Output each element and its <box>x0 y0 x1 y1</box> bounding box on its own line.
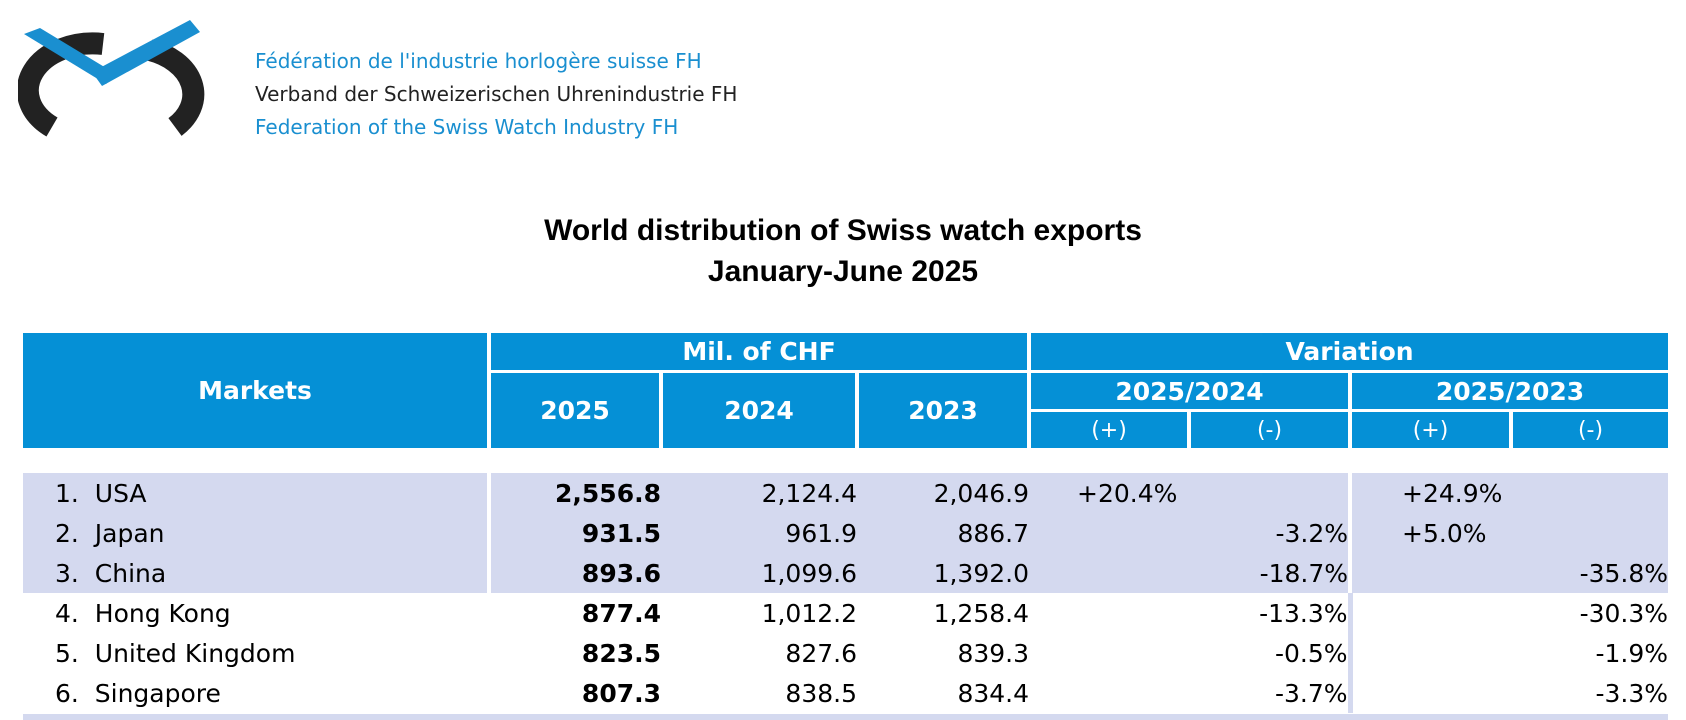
variation-2024-plus-cell <box>1029 633 1189 673</box>
variation-2024-minus-cell: -13.3% <box>1259 598 1348 628</box>
variation-2023-plus-cell <box>1347 633 1512 673</box>
sign-header-plus: (+) <box>1027 410 1190 451</box>
value-2023-cell: 839.3 <box>957 638 1030 668</box>
variation-2024-plus-cell <box>1029 553 1190 593</box>
table-row: 4. Hong Kong 877.4 1,012.2 1,258.4 -13.3… <box>23 593 1668 633</box>
value-2025-cell: 893.6 <box>487 553 661 593</box>
variation-header: Variation <box>1027 333 1669 373</box>
next-row-edge <box>23 714 1668 720</box>
value-2023-cell: 1,392.0 <box>857 553 1030 593</box>
value-2023-cell: 834.4 <box>957 678 1030 708</box>
variation-2024-plus-cell <box>1029 513 1190 553</box>
logo-long-hand <box>92 20 200 86</box>
organization-names: Fédération de l'industrie horlogère suis… <box>255 45 737 144</box>
market-cell: 3. China <box>23 553 489 593</box>
value-2025-cell: 823.5 <box>487 633 661 673</box>
value-2025-cell: 2,556.8 <box>487 473 661 513</box>
variation-2023-plus-cell <box>1348 553 1512 593</box>
variation-2025-2024-header: 2025/2024 <box>1027 371 1351 412</box>
sign-header-minus: (-) <box>1509 410 1669 451</box>
variation-2024-plus-cell <box>1029 593 1189 633</box>
variation-2023-plus-cell <box>1347 593 1512 633</box>
org-name-french: Fédération de l'industrie horlogère suis… <box>255 49 702 73</box>
year-header-2024: 2024 <box>659 371 857 451</box>
value-2025-cell: 807.3 <box>487 673 661 713</box>
market-rank: 4. <box>55 598 79 628</box>
variation-2023-plus-cell: +5.0% <box>1348 513 1512 553</box>
table-row: 2. Japan 931.5 961.9 886.7 -3.2% +5.0% <box>23 513 1669 553</box>
logo-left-arc <box>18 32 105 137</box>
value-2024-cell: 2,124.4 <box>661 473 857 513</box>
market-rank: 1. <box>55 478 79 508</box>
value-2024-cell: 961.9 <box>661 513 857 553</box>
sign-header-plus: (+) <box>1348 410 1512 451</box>
market-name: China <box>94 558 167 588</box>
value-2025-cell: 931.5 <box>487 513 661 553</box>
variation-2024-minus-cell: -18.7% <box>1189 553 1351 593</box>
markets-header: Markets <box>23 333 489 451</box>
variation-2024-plus-cell <box>1029 673 1189 713</box>
variation-2023-minus-cell: -30.3% <box>1579 598 1669 628</box>
market-rank: 3. <box>55 558 79 588</box>
logo-short-hand <box>24 28 116 84</box>
market-rank: 2. <box>55 518 79 548</box>
title-line-1: World distribution of Swiss watch export… <box>544 214 1142 247</box>
value-2024-cell: 1,099.6 <box>661 553 857 593</box>
org-name-english: Federation of the Swiss Watch Industry F… <box>255 115 679 139</box>
market-cell: 1. USA <box>23 473 489 513</box>
market-name: USA <box>94 478 147 508</box>
table-row: 6. Singapore 807.3 838.5 834.4 -3.7% -3.… <box>23 673 1668 713</box>
market-cell: 2. Japan <box>23 513 489 553</box>
variation-2025-2023-header: 2025/2023 <box>1348 371 1669 412</box>
market-cell: 4. Hong Kong <box>23 593 489 633</box>
variation-2024-minus-cell: -3.7% <box>1274 678 1348 708</box>
market-rank: 6. <box>55 678 79 708</box>
value-2024-cell: 827.6 <box>785 638 857 668</box>
variation-2023-plus-cell <box>1347 673 1512 713</box>
market-name: Singapore <box>94 678 221 708</box>
org-name-german: Verband der Schweizerischen Uhrenindustr… <box>255 82 738 106</box>
variation-2023-minus-cell: -3.3% <box>1595 678 1669 708</box>
table-row: 1. USA 2,556.8 2,124.4 2,046.9 +20.4% +2… <box>23 473 1669 513</box>
variation-2024-minus-cell: -3.2% <box>1189 513 1351 553</box>
fh-watch-logo-icon <box>18 20 205 137</box>
variation-2023-minus-cell <box>1511 473 1669 513</box>
page-title: World distribution of Swiss watch export… <box>0 210 1686 292</box>
market-rank: 5. <box>55 638 79 668</box>
table-row: 5. United Kingdom 823.5 827.6 839.3 -0.5… <box>23 633 1668 673</box>
variation-2023-minus-cell: -1.9% <box>1595 638 1669 668</box>
value-2024-cell: 838.5 <box>785 678 857 708</box>
market-name: Japan <box>94 518 165 548</box>
variation-2023-minus-cell: -35.8% <box>1511 553 1669 593</box>
year-header-2023: 2023 <box>854 371 1030 451</box>
value-2024-cell: 1,012.2 <box>761 598 857 628</box>
variation-2024-minus-cell <box>1189 473 1351 513</box>
sign-header-minus: (-) <box>1187 410 1351 451</box>
value-2023-cell: 2,046.9 <box>857 473 1030 513</box>
logo-right-arc <box>146 39 205 136</box>
table-row: 3. China 893.6 1,099.6 1,392.0 -18.7% -3… <box>23 553 1669 593</box>
value-2023-cell: 886.7 <box>857 513 1030 553</box>
variation-2023-minus-cell <box>1511 513 1669 553</box>
variation-2023-plus-cell: +24.9% <box>1348 473 1512 513</box>
market-cell: 6. Singapore <box>23 673 489 713</box>
value-2023-cell: 1,258.4 <box>933 598 1030 628</box>
variation-2024-plus-cell: +20.4% <box>1029 473 1190 513</box>
market-name: United Kingdom <box>94 638 296 668</box>
market-name: Hong Kong <box>94 598 231 628</box>
value-2025-cell: 877.4 <box>487 593 661 633</box>
variation-2024-minus-cell: -0.5% <box>1274 638 1348 668</box>
year-header-2025: 2025 <box>487 371 661 451</box>
title-line-2: January-June 2025 <box>707 255 979 288</box>
value-group-header: Mil. of CHF <box>486 333 1030 373</box>
exports-table: Markets Mil. of CHF Variation 2025 2024 … <box>23 333 1669 713</box>
market-cell: 5. United Kingdom <box>23 633 489 673</box>
